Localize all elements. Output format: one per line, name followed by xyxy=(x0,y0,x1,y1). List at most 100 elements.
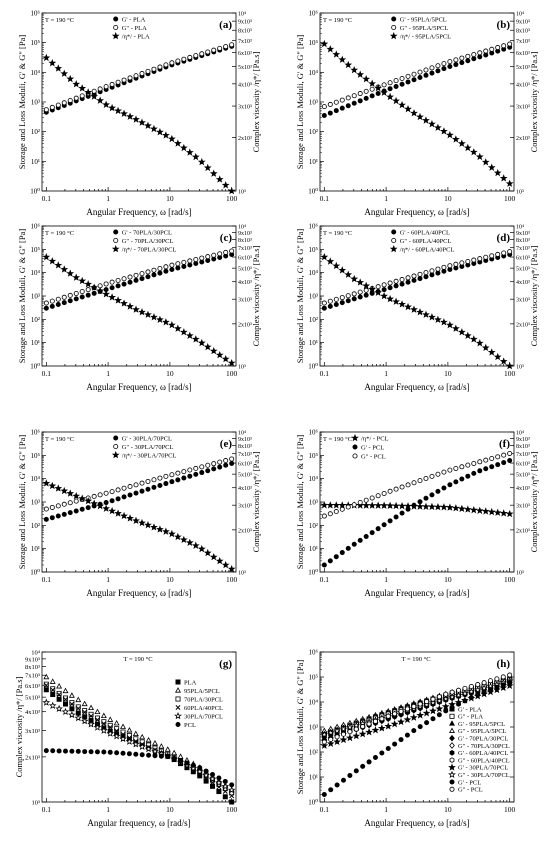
data-point xyxy=(139,733,146,740)
data-point xyxy=(138,518,146,527)
data-point xyxy=(447,263,453,269)
y-tick-label: 10¹ xyxy=(309,545,318,553)
data-point xyxy=(66,269,75,277)
data-point xyxy=(227,186,236,195)
data-point xyxy=(203,163,212,172)
x-tick-label: 1 xyxy=(106,369,110,378)
data-point xyxy=(461,689,469,697)
data-point xyxy=(72,273,81,281)
legend-marker xyxy=(391,24,397,30)
data-point xyxy=(81,700,88,707)
data-point xyxy=(360,763,366,769)
data-point xyxy=(108,293,116,301)
data-point xyxy=(398,708,404,714)
data-point xyxy=(168,529,176,538)
data-point xyxy=(351,291,357,297)
data-point xyxy=(345,293,351,299)
y2-axis-title: Complex viscosity /η*/ [Pa.s] xyxy=(529,451,539,552)
data-point xyxy=(462,698,468,704)
data-point xyxy=(75,748,81,754)
data-point xyxy=(483,48,489,54)
data-point xyxy=(333,301,339,307)
data-point xyxy=(48,257,57,265)
data-point xyxy=(362,75,371,83)
data-point xyxy=(227,786,236,794)
data-point xyxy=(333,99,339,105)
data-point xyxy=(393,514,399,520)
data-point xyxy=(326,501,335,509)
data-point xyxy=(381,282,387,288)
data-point xyxy=(411,480,417,486)
legend-marker xyxy=(113,237,119,243)
legend-marker xyxy=(175,705,181,710)
data-point xyxy=(223,44,229,50)
x-axis-title: Angular frequency, ω [rad/s] xyxy=(87,818,190,828)
data-point xyxy=(436,694,442,700)
data-point xyxy=(333,509,339,515)
y-tick-label: 2x10³ xyxy=(25,754,40,761)
data-point xyxy=(465,258,471,264)
data-point xyxy=(42,53,51,62)
data-point xyxy=(328,787,334,793)
data-point xyxy=(203,768,209,774)
data-point xyxy=(481,343,490,352)
y2-tick-label: 10⁴ xyxy=(516,225,524,231)
data-point xyxy=(150,124,158,133)
legend: G' - 60PLA/40PCL G" - 60PLA/40PCL/η*/ - 6… xyxy=(389,229,454,253)
y-tick-label: 4x10³ xyxy=(25,709,40,716)
data-point xyxy=(133,490,139,496)
data-point xyxy=(127,484,133,490)
data-point xyxy=(96,96,104,104)
data-point xyxy=(43,305,49,311)
y-tick-label: 10¹ xyxy=(309,158,318,166)
data-point xyxy=(90,499,99,507)
data-point xyxy=(87,720,95,728)
data-point xyxy=(371,726,380,734)
legend: G' - 70PLA/30PCL G" - 70PLA/30PCL/η*/ - 7… xyxy=(111,229,176,253)
legend-marker xyxy=(174,711,182,720)
data-point xyxy=(199,51,205,57)
data-point xyxy=(132,730,139,737)
data-point xyxy=(405,275,411,281)
data-point xyxy=(189,764,198,772)
data-point xyxy=(112,732,121,740)
data-point xyxy=(465,53,471,59)
data-point xyxy=(462,685,468,691)
data-point xyxy=(399,510,405,516)
data-point xyxy=(109,498,115,504)
y-tick-label: 10⁶ xyxy=(31,429,41,437)
data-point xyxy=(78,84,87,92)
data-point xyxy=(185,538,194,546)
legend-entry: G' - 30PLA/70PCL xyxy=(458,765,508,772)
data-point xyxy=(386,92,394,101)
data-point xyxy=(179,328,188,336)
data-point xyxy=(56,692,62,698)
data-point xyxy=(387,285,393,291)
data-point xyxy=(386,294,394,303)
y2-tick-label: 4x10³ xyxy=(516,280,530,286)
data-point xyxy=(54,64,63,72)
y-tick-label: 10³ xyxy=(309,293,318,301)
data-point xyxy=(387,518,393,524)
data-point xyxy=(381,82,387,88)
legend-marker xyxy=(449,750,455,756)
legend-marker xyxy=(449,779,455,785)
y-tick-label: 10⁵ xyxy=(309,246,319,254)
data-point xyxy=(145,68,151,74)
data-point xyxy=(152,753,158,759)
data-point xyxy=(357,499,363,505)
x-tick-label: 1 xyxy=(384,575,388,584)
y-tick-label: 10⁵ xyxy=(309,674,319,682)
data-point xyxy=(434,502,442,511)
data-point xyxy=(404,105,412,113)
data-point xyxy=(48,59,57,67)
data-point xyxy=(340,731,346,737)
data-point xyxy=(392,96,400,105)
data-point xyxy=(357,289,363,295)
data-point xyxy=(162,131,170,139)
data-point xyxy=(428,502,436,511)
y-tick-label: 10⁰ xyxy=(30,363,40,371)
data-point xyxy=(351,296,357,302)
data-point xyxy=(114,509,122,517)
data-point xyxy=(358,730,367,738)
